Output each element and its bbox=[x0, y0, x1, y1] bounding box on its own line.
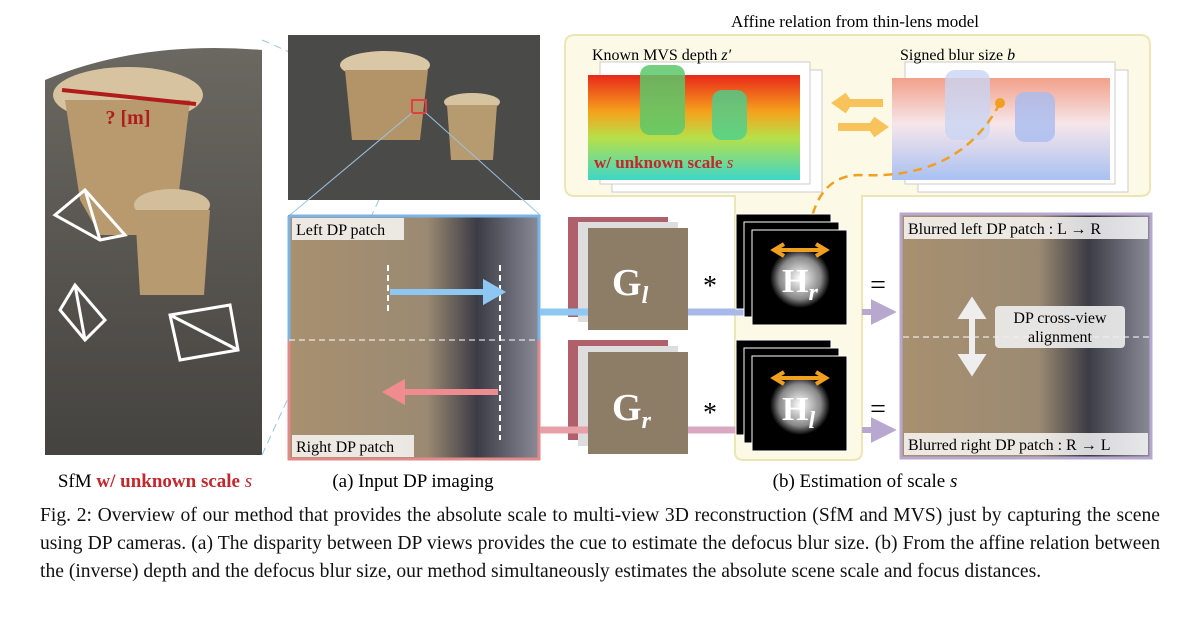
kernel-sub: l bbox=[808, 408, 815, 434]
kernel-sub: l bbox=[642, 283, 649, 309]
blurred-left-label: Blurred left DP patch : L → R bbox=[908, 221, 1101, 238]
panel-a-caption: (a) Input DP imaging bbox=[332, 471, 494, 492]
alignment-label: alignment bbox=[1028, 329, 1093, 346]
sfm-caption-highlight: w/ unknown scale bbox=[96, 471, 240, 492]
panel-b-caption: (b) Estimation of scale s bbox=[773, 471, 958, 492]
caption-text: Overview of our method that provides the… bbox=[40, 505, 1160, 582]
depth-label: Known MVS depth z′ bbox=[592, 47, 732, 64]
scale-label-text: w/ unknown scale bbox=[594, 153, 723, 172]
depth-label-text: Known MVS depth bbox=[592, 47, 717, 64]
scale-label: w/ unknown scale s bbox=[594, 153, 734, 172]
kernel-sub: r bbox=[808, 280, 818, 306]
sfm-caption: SfM w/ unknown scale s bbox=[58, 471, 252, 492]
figure-title: Affine relation from thin-lens model bbox=[731, 12, 979, 31]
convolve-op: * bbox=[703, 271, 717, 302]
g-kernels: Gl Gr bbox=[568, 217, 688, 454]
kernel-base: G bbox=[612, 387, 642, 429]
blur-symbol: b bbox=[1007, 47, 1015, 64]
alignment-label: DP cross-view bbox=[1013, 310, 1107, 327]
left-patch-label: Left DP patch bbox=[296, 222, 385, 239]
equals-op: = bbox=[870, 394, 886, 425]
figure: ? [m] Left DP patch Right DP patch Affin… bbox=[45, 12, 1153, 492]
blur-label-text: Signed blur size bbox=[900, 47, 1003, 64]
kernel-base: H bbox=[782, 391, 808, 428]
caption-label: Fig. 2: bbox=[40, 505, 92, 526]
sfm-caption-symbol: s bbox=[245, 471, 252, 492]
kernel-sub: r bbox=[642, 408, 652, 434]
depth-symbol: z′ bbox=[720, 47, 731, 64]
panel-b-caption-symbol: s bbox=[950, 471, 957, 492]
sfm-caption-prefix: SfM bbox=[58, 471, 92, 492]
equals-op: = bbox=[870, 270, 886, 301]
panel-b-caption-text: (b) Estimation of scale bbox=[773, 471, 946, 492]
kernel-h-left: Hl bbox=[782, 391, 815, 434]
figure-caption: Fig. 2: Overview of our method that prov… bbox=[40, 502, 1160, 586]
measure-label: ? [m] bbox=[106, 107, 151, 129]
convolve-op: * bbox=[703, 398, 717, 429]
scale-symbol: s bbox=[727, 153, 734, 172]
right-patch-label: Right DP patch bbox=[296, 439, 394, 456]
kernel-g-right: Gr bbox=[612, 387, 652, 434]
kernel-base: H bbox=[782, 263, 808, 300]
kernel-base: G bbox=[612, 262, 642, 304]
sfm-panel: ? [m] bbox=[45, 48, 262, 455]
kernel-h-right: Hr bbox=[782, 263, 818, 306]
blurred-right-label: Blurred right DP patch : R → L bbox=[908, 437, 1111, 454]
kernel-g-left: Gl bbox=[612, 262, 649, 309]
blur-label: Signed blur size b bbox=[900, 47, 1015, 64]
h-kernels: Hr Hl bbox=[735, 213, 848, 452]
